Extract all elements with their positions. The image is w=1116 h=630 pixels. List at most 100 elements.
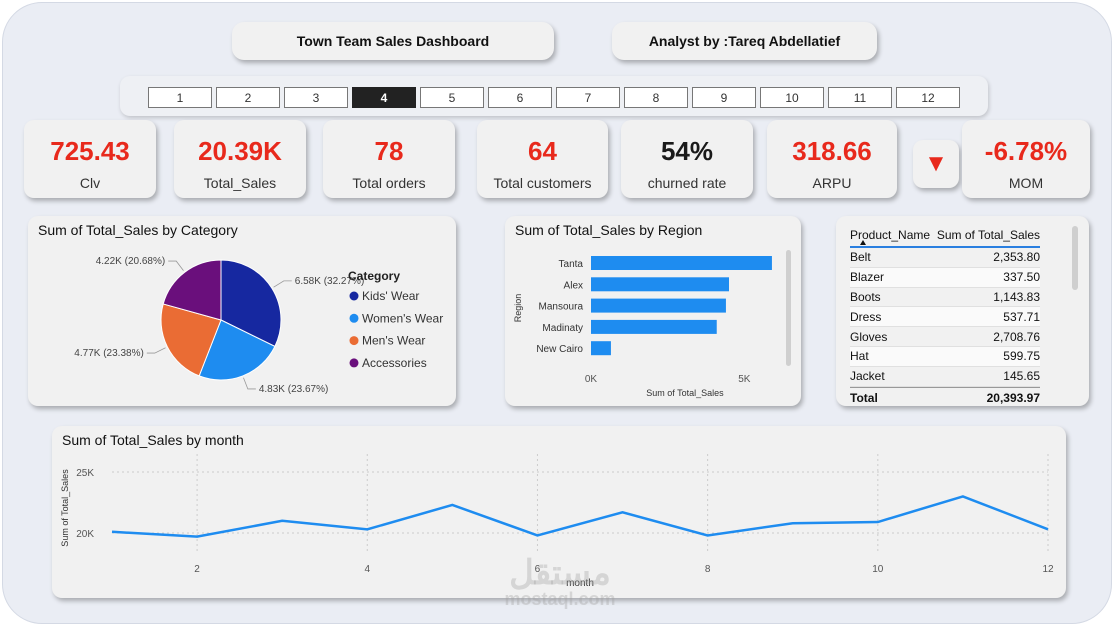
kpi-label: MOM xyxy=(1008,175,1044,191)
page-button-2[interactable]: 2 xyxy=(216,87,280,108)
kpi-value: 318.66 xyxy=(792,136,872,166)
page-button-12[interactable]: 12 xyxy=(896,87,960,108)
bar-marks: Tanta Alex Mansoura Madinaty New Cairo xyxy=(536,256,772,356)
table-row: Gloves 2,708.76 xyxy=(850,327,1040,347)
column-header-product[interactable]: Product_Name xyxy=(850,228,931,242)
page-button-5[interactable]: 5 xyxy=(420,87,484,108)
kpi-value: 20.39K xyxy=(198,136,282,166)
table-header: Product_Name Sum of Total_Sales xyxy=(850,224,1040,248)
page-button-1[interactable]: 1 xyxy=(148,87,212,108)
table-scrollbar[interactable] xyxy=(1072,226,1078,290)
cell-sales: 1,143.83 xyxy=(993,289,1040,304)
page-button-3[interactable]: 3 xyxy=(284,87,348,108)
sort-asc-icon[interactable] xyxy=(860,240,866,245)
pie-slices xyxy=(160,259,282,381)
table-row: Dress 537.71 xyxy=(850,307,1040,328)
pie-slice-1[interactable] xyxy=(220,259,282,348)
legend-entry[interactable]: Men's Wear xyxy=(362,334,425,348)
page-button-7[interactable]: 7 xyxy=(556,87,620,108)
pie-legend: Kids' Wear Women's Wear Men's Wear Accessor… xyxy=(349,289,443,370)
monthly-line-card: Sum of Total_Sales by month Sum of Total… xyxy=(52,426,1066,598)
cell-sales: 145.65 xyxy=(1003,369,1040,384)
pie-data-label: 4.77K (23.38%) xyxy=(74,348,144,359)
analyst-text: Analyst by :Tareq Abdellatief xyxy=(648,33,841,49)
bar-x-tick-label: 0K xyxy=(585,374,598,385)
page-button-8[interactable]: 8 xyxy=(624,87,688,108)
table-row: Boots 1,143.83 xyxy=(850,288,1040,308)
pie-leader-line xyxy=(146,347,166,354)
kpi-label: Clv xyxy=(79,175,101,191)
bar-category-label: Madinaty xyxy=(542,323,583,334)
down-arrow-icon: ▼ xyxy=(913,140,959,188)
category-pie-card: Sum of Total_Sales by Category 6.58K (32… xyxy=(28,216,456,406)
watermark-latin: mostaql.com xyxy=(504,589,616,609)
line-x-axis-label: month xyxy=(566,578,594,589)
bar-x-ticks: 0K 5K xyxy=(585,374,751,385)
kpi-value: 64 xyxy=(528,136,557,166)
line-x-tick-label: 2 xyxy=(194,564,200,575)
cell-product: Blazer xyxy=(850,270,885,285)
legend-entry[interactable]: Accessories xyxy=(362,356,427,370)
bar-mansoura[interactable] xyxy=(591,298,726,313)
page-button-10[interactable]: 10 xyxy=(760,87,824,108)
bar-new-cairo[interactable] xyxy=(591,341,611,356)
page-slicer: 1 2 3 4 5 6 7 8 9 10 11 12 xyxy=(120,76,988,116)
bar-scrollbar[interactable] xyxy=(786,250,791,366)
total-value: 20,393.97 xyxy=(986,390,1040,405)
bar-chart-title: Sum of Total_Sales by Region xyxy=(515,222,703,238)
line-x-tick-label: 12 xyxy=(1042,564,1054,575)
page-button-4[interactable]: 4 xyxy=(352,87,416,108)
bar-category-label: New Cairo xyxy=(536,344,583,355)
line-y-axis-label: Sum of Total_Sales xyxy=(60,469,70,547)
page-button-9[interactable]: 9 xyxy=(692,87,756,108)
kpi-total-customers: 64 Total customers xyxy=(477,120,608,198)
line-chart-title: Sum of Total_Sales by month xyxy=(62,432,244,448)
page-button-11[interactable]: 11 xyxy=(828,87,892,108)
pie-slice-4[interactable] xyxy=(162,259,222,321)
kpi-value: 78 xyxy=(374,136,404,166)
watermark-arabic: مستقل xyxy=(509,554,611,592)
kpi-value: 54% xyxy=(660,136,714,166)
table-total-row: Total 20,393.97 xyxy=(850,386,1040,408)
analyst-label: Analyst by :Tareq Abdellatief xyxy=(612,22,877,60)
kpi-churned-rate: 54% churned rate xyxy=(621,120,753,198)
cell-sales: 599.75 xyxy=(1003,349,1040,364)
pie-slice-2[interactable] xyxy=(198,319,276,381)
line-x-tick-label: 6 xyxy=(535,564,541,575)
line-y-tick-label: 20K xyxy=(76,529,94,540)
cell-sales: 2,708.76 xyxy=(993,329,1040,344)
total-label: Total xyxy=(850,390,878,405)
bar-category-label: Alex xyxy=(564,280,583,291)
column-header-sales[interactable]: Sum of Total_Sales xyxy=(936,228,1040,242)
legend-marker xyxy=(349,358,359,368)
region-bar-card: Sum of Total_Sales by Region Region Tant… xyxy=(505,216,801,406)
cell-sales: 337.50 xyxy=(1003,270,1040,285)
bar-category-label: Tanta xyxy=(559,259,584,270)
cell-product: Gloves xyxy=(850,329,888,344)
kpi-label: churned rate xyxy=(647,175,727,191)
kpi-clv: 725.43 Clv xyxy=(24,120,156,198)
page-button-6[interactable]: 6 xyxy=(488,87,552,108)
kpi-total-orders: 78 Total orders xyxy=(323,120,455,198)
legend-entry[interactable]: Women's Wear xyxy=(362,311,443,325)
pie-leader-line xyxy=(273,280,292,288)
cell-sales: 2,353.80 xyxy=(993,250,1040,265)
kpi-label: Total customers xyxy=(493,175,592,191)
line-x-tick-label: 10 xyxy=(872,564,884,575)
bar-category-label: Mansoura xyxy=(539,302,584,313)
bar-x-axis-label: Sum of Total_Sales xyxy=(646,388,724,398)
cell-product: Boots xyxy=(850,289,881,304)
bar-x-tick-label: 5K xyxy=(738,374,751,385)
table-row: Hat 599.75 xyxy=(850,346,1040,367)
pie-data-label: 4.83K (23.67%) xyxy=(259,384,329,395)
pie-slice-3[interactable] xyxy=(160,303,222,377)
bar-alex[interactable] xyxy=(591,277,729,292)
bar-tanta[interactable] xyxy=(591,256,772,270)
kpi-value: -6.78% xyxy=(984,136,1068,166)
kpi-arpu: 318.66 ARPU xyxy=(767,120,897,198)
pie-leader-line xyxy=(243,377,256,390)
legend-entry[interactable]: Kids' Wear xyxy=(362,289,419,303)
bar-madinaty[interactable] xyxy=(591,319,717,334)
cell-product: Jacket xyxy=(850,369,885,384)
cell-product: Hat xyxy=(850,349,869,364)
